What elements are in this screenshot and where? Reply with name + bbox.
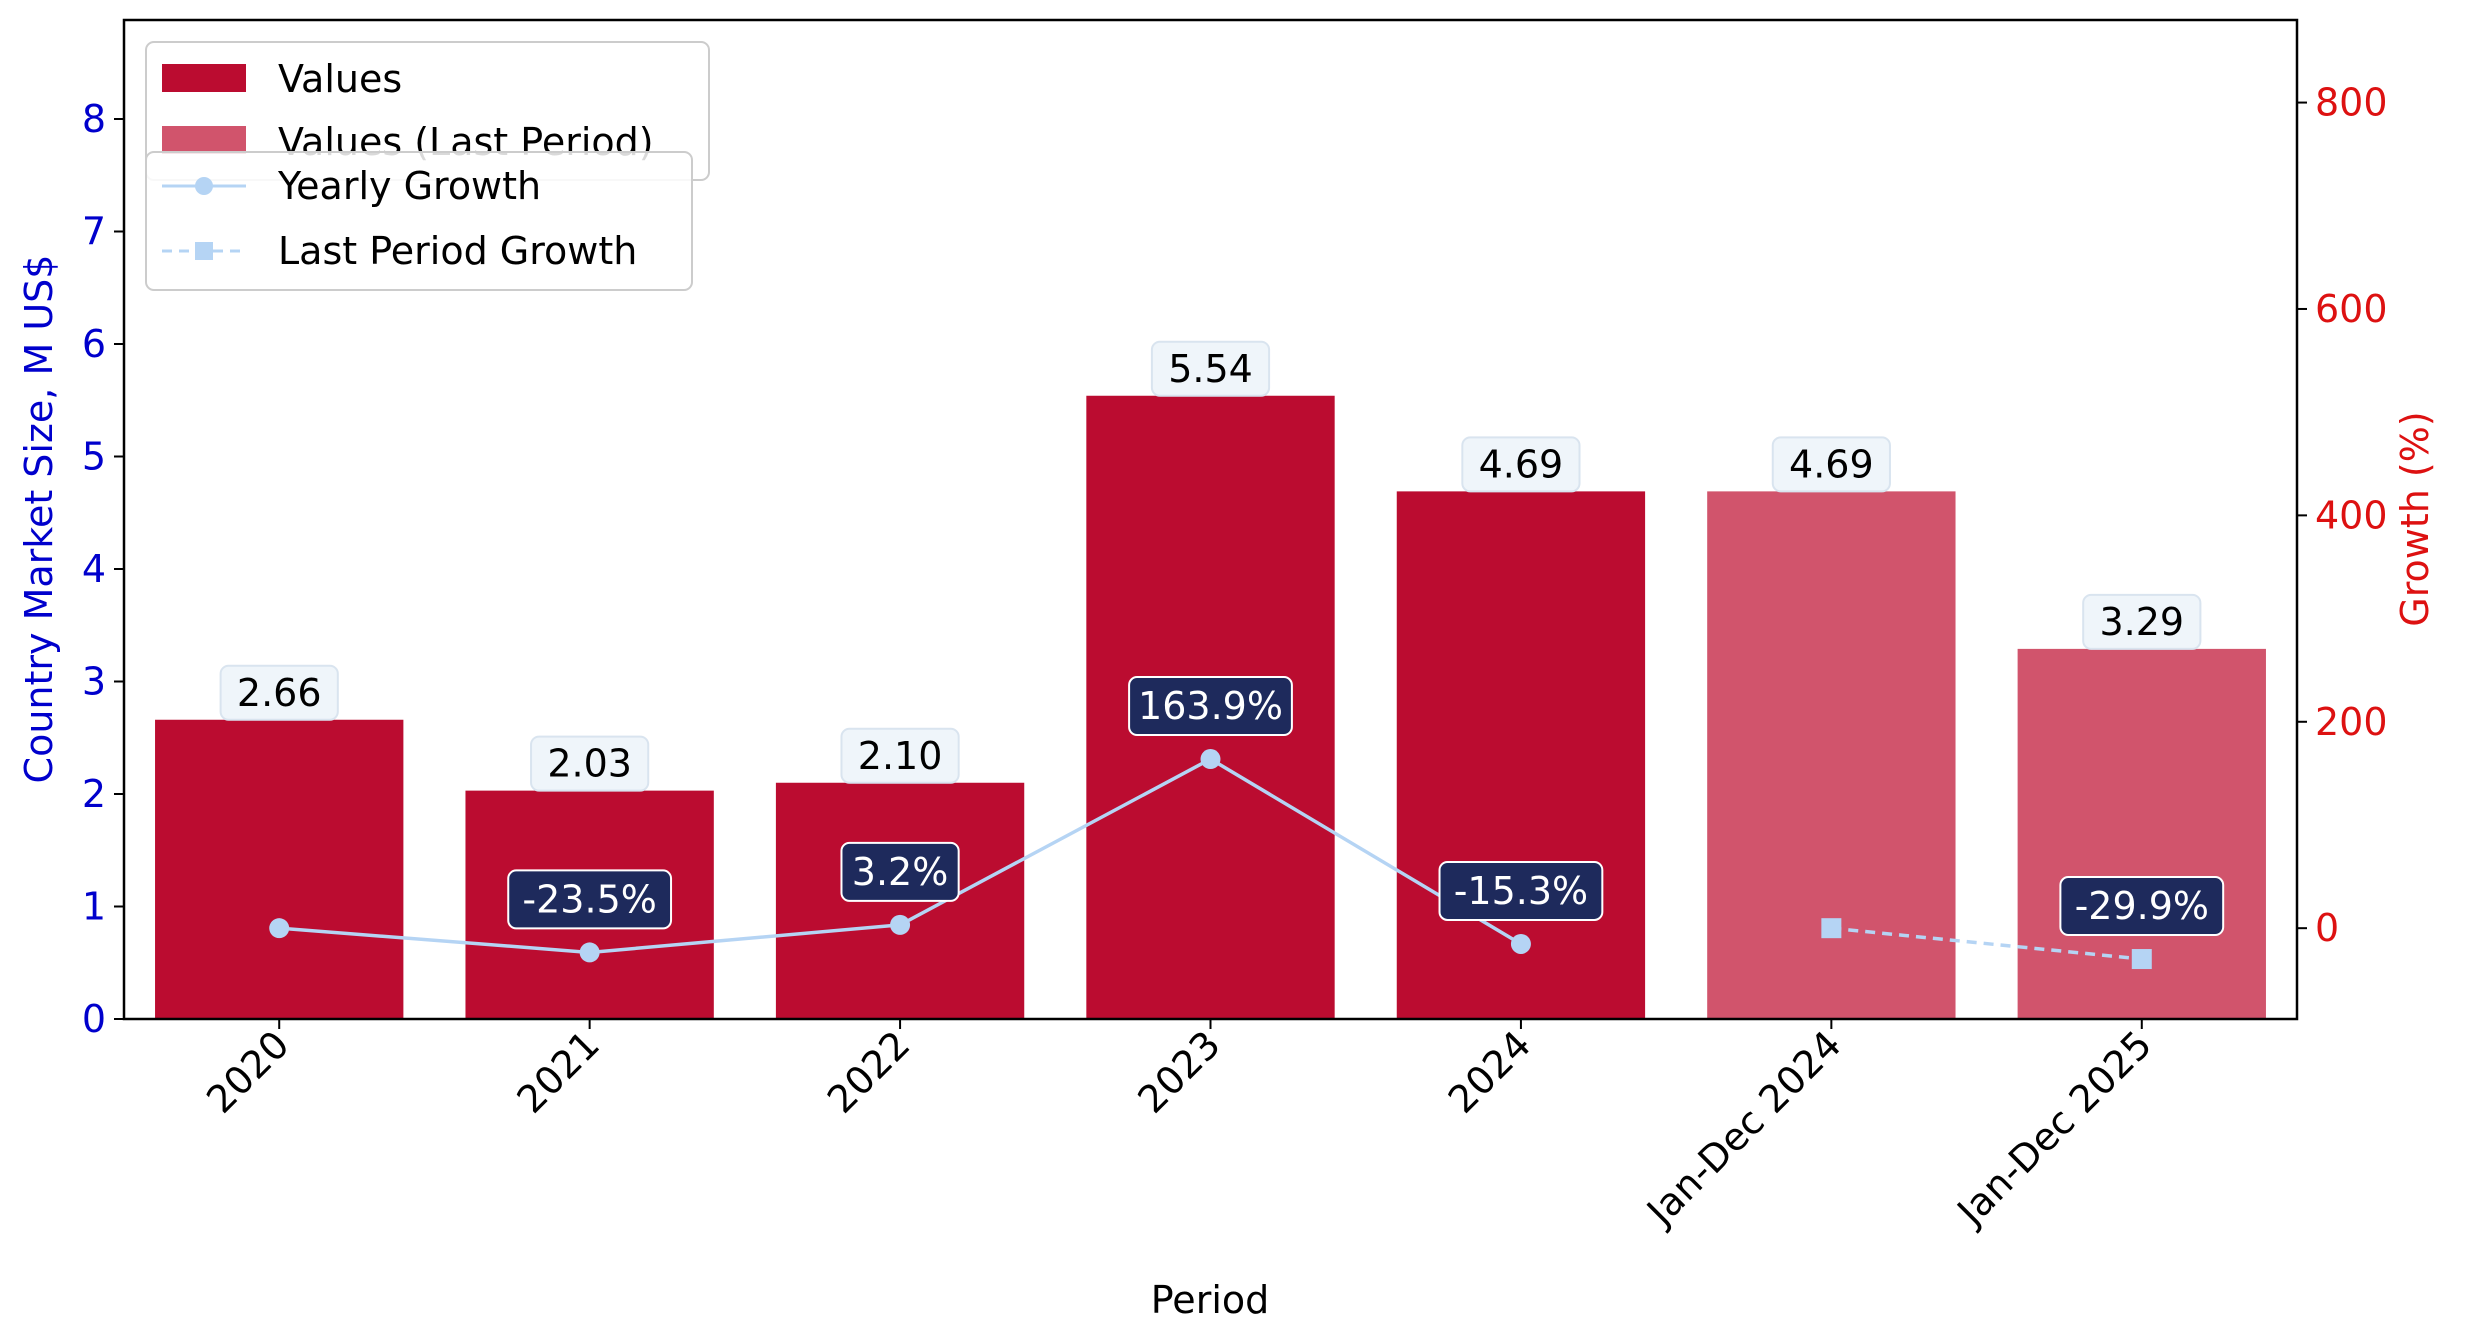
- value-label: 4.69: [1789, 442, 1874, 486]
- growth-point: [1200, 749, 1221, 770]
- value-label: 2.03: [547, 742, 632, 786]
- y2-tick-label: 0: [2315, 906, 2339, 950]
- value-label-box: [1150, 340, 1271, 397]
- value-label: 5.54: [1168, 347, 1253, 391]
- bars-layer: [155, 395, 2266, 1019]
- value-label-box: [2082, 593, 2202, 650]
- value-label: 3.29: [2099, 600, 2184, 644]
- legend-label-last-period-growth: Last Period Growth: [278, 229, 637, 273]
- value-label-box: [840, 727, 960, 784]
- value-label-box: [219, 664, 339, 721]
- growth-label-box: [507, 869, 673, 930]
- y-tick-label: 4: [82, 547, 106, 591]
- value-label: 4.69: [1479, 442, 1564, 486]
- growth-point: [269, 918, 290, 939]
- growth-label: -23.5%: [522, 877, 656, 921]
- y2-tick-label: 200: [2315, 700, 2388, 744]
- legend-marker-yearly-growth: [195, 177, 213, 195]
- bar: [1707, 491, 1956, 1019]
- y-tick-label: 2: [82, 772, 106, 816]
- value-label: 2.10: [858, 734, 943, 778]
- growth-label-box: [1128, 676, 1293, 737]
- y2-tick-label: 800: [2315, 81, 2388, 125]
- growth-point: [579, 942, 600, 963]
- left-axis-title: Country Market Size, M US$: [17, 255, 61, 784]
- growth-label-box: [1438, 860, 1604, 921]
- y-tick-label: 3: [82, 660, 106, 704]
- growth-point: [1510, 933, 1531, 954]
- y2-tick-label: 400: [2315, 493, 2388, 537]
- y-tick-label: 1: [82, 885, 106, 929]
- growth-line: [1831, 926, 2142, 961]
- legend-label-yearly-growth: Yearly Growth: [277, 164, 541, 208]
- legend-swatch-values-last-period: [162, 126, 246, 154]
- x-axis-ticks: 2020 2021 2022 2023 2024 Jan-Dec 2024 Jan-Dec …: [198, 1019, 2160, 1235]
- data-labels-layer: 2.66 2.03 2.10 5.54 4.69 4.69 3.29 -23.5% 3.2% 16…: [219, 340, 2225, 937]
- growth-point: [2131, 949, 2152, 970]
- y-tick-label: 7: [82, 210, 106, 254]
- y2-tick-label: 600: [2315, 287, 2388, 331]
- right-axis-ticks: 0 200 400 600 800: [2297, 81, 2388, 950]
- bar: [1396, 491, 1646, 1019]
- left-axis-ticks: 0 1 2 3 4 5 6 7 8: [82, 97, 124, 1041]
- growth-label-box: [840, 841, 960, 902]
- growth-point: [890, 914, 911, 935]
- x-tick-label: Jan-Dec 2024: [1637, 1022, 1850, 1235]
- growth-label: -29.9%: [2075, 884, 2209, 928]
- x-tick-label: 2023: [1129, 1022, 1229, 1122]
- right-axis-title: Growth (%): [2393, 411, 2437, 626]
- value-label: 2.66: [237, 671, 322, 715]
- legend-marker-last-period-growth: [195, 242, 213, 260]
- x-tick-label: Jan-Dec 2025: [1948, 1022, 2161, 1235]
- growth-lines-layer: [269, 749, 2152, 970]
- y-tick-label: 8: [82, 97, 106, 141]
- value-label-box: [1771, 436, 1891, 493]
- x-tick-label: 2022: [819, 1022, 919, 1122]
- growth-point: [1821, 918, 1842, 939]
- y-tick-label: 5: [82, 435, 106, 479]
- x-tick-label: 2020: [198, 1022, 298, 1122]
- growth-label-box: [2059, 876, 2225, 937]
- value-label-box: [1461, 436, 1581, 493]
- legend-growth: Yearly Growth Last Period Growth: [145, 151, 693, 291]
- x-tick-label: 2024: [1440, 1022, 1540, 1122]
- value-label-box: [530, 735, 650, 792]
- x-tick-label: 2021: [509, 1022, 609, 1122]
- legend-label-values: Values: [278, 57, 402, 101]
- growth-label: 3.2%: [852, 850, 949, 894]
- bar: [155, 719, 404, 1019]
- growth-label: -15.3%: [1454, 869, 1588, 913]
- y-tick-label: 6: [82, 322, 106, 366]
- legend-swatch-values: [162, 64, 246, 92]
- x-axis-title: Period: [1151, 1278, 1270, 1322]
- y-tick-label: 0: [82, 997, 106, 1041]
- growth-label: 163.9%: [1138, 684, 1283, 728]
- legend-box-growth: [145, 151, 693, 291]
- legend-bars: Values Values (Last Period): [145, 41, 710, 181]
